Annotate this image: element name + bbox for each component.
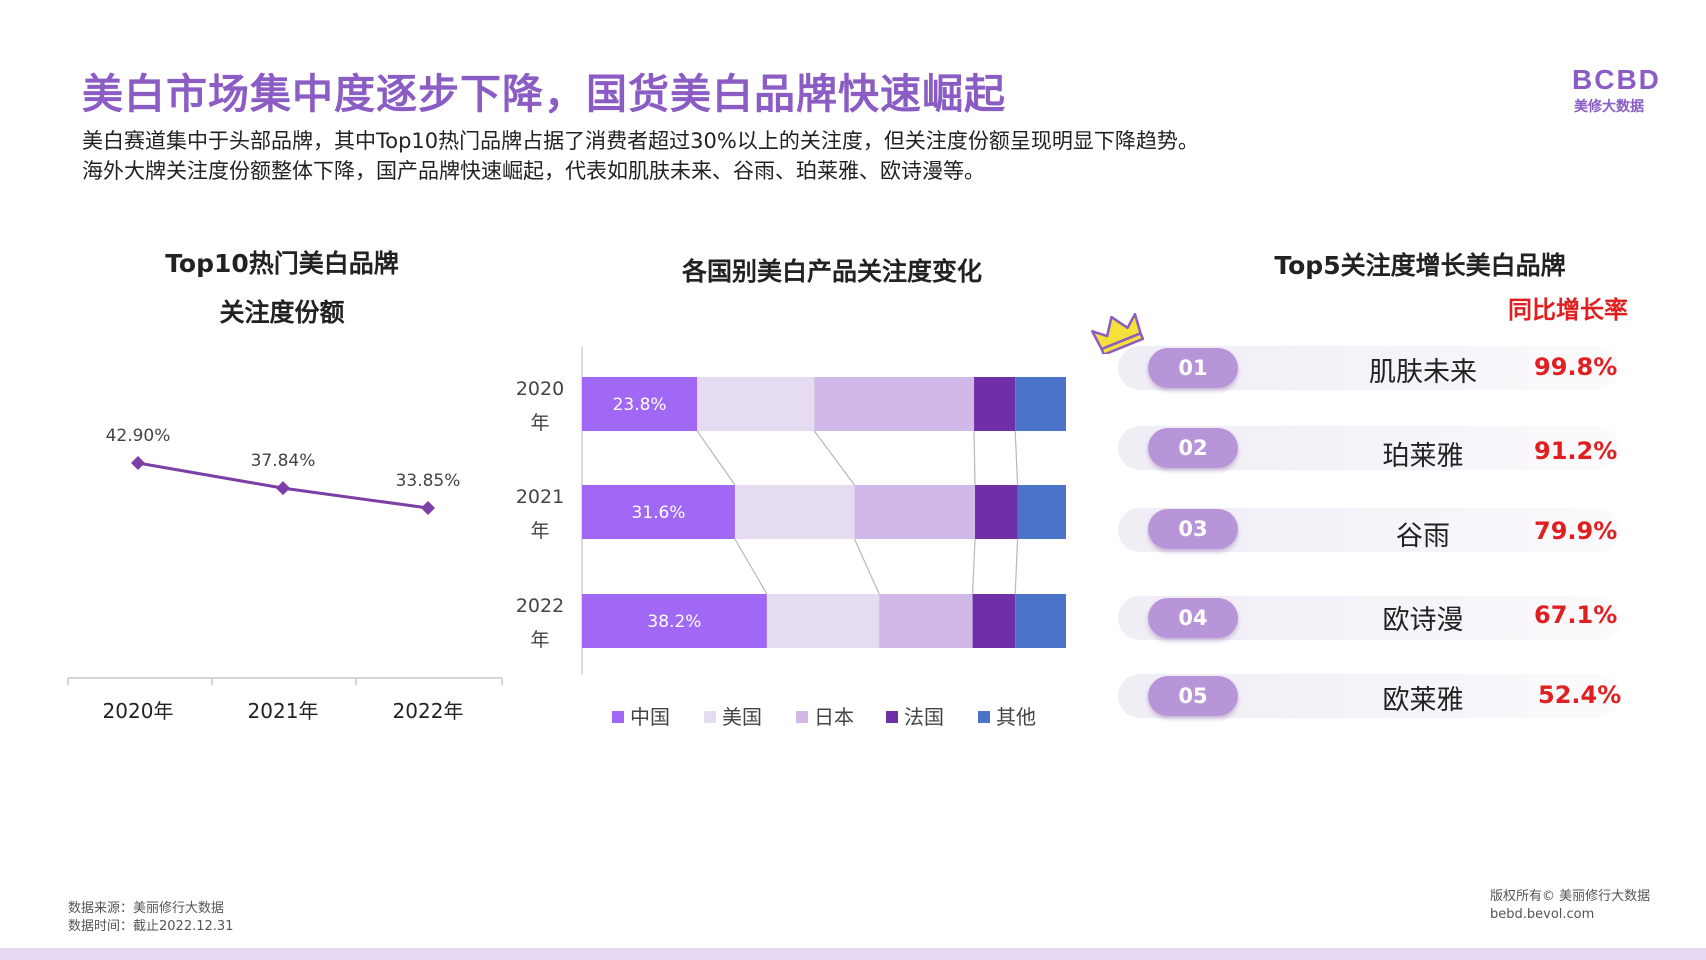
crown-icon xyxy=(1091,312,1144,354)
bar-segment-日本-0 xyxy=(814,377,975,431)
bar-segment-其他-0 xyxy=(1015,377,1066,431)
rank-badge-2: 02 xyxy=(1148,428,1238,468)
bar-data-label-1: 31.6% xyxy=(631,503,685,523)
line-category-label-2: 2022年 xyxy=(393,699,464,723)
bar-connector-1-3 xyxy=(971,538,976,595)
rank-rate-2: 91.2% xyxy=(1534,437,1618,465)
bar-category-label-2-1: 年 xyxy=(530,629,549,651)
legend-swatch-3 xyxy=(886,711,898,723)
rank-brand-1: 肌肤未来 xyxy=(1369,357,1477,388)
line-data-label-1: 37.84% xyxy=(251,451,316,471)
bar-connector-1-4 xyxy=(1014,538,1019,595)
growth-rate-label: 同比增长率 xyxy=(1508,296,1628,324)
data-source-line: 数据来源：美丽修行大数据 xyxy=(68,901,225,916)
legend-swatch-0 xyxy=(612,711,624,723)
data-source-note: 数据来源：美丽修行大数据 数据时间：截止2022.12.31 xyxy=(68,900,233,936)
right-panel-title: Top5关注度增长美白品牌 xyxy=(1274,251,1566,280)
rank-rate-1: 99.8% xyxy=(1534,353,1618,381)
brand-logo: BCBD xyxy=(1572,64,1661,95)
legend-swatch-2 xyxy=(796,711,808,723)
legend-swatch-4 xyxy=(978,711,990,723)
bar-connector-0-4 xyxy=(1014,430,1019,486)
bar-connector-1-2 xyxy=(853,538,880,595)
bar-data-label-0: 23.8% xyxy=(613,395,667,415)
rank-brand-4: 欧诗漫 xyxy=(1382,605,1464,636)
rank-badge-1: 01 xyxy=(1148,348,1238,388)
bar-category-label-2-0: 2022 xyxy=(516,595,564,617)
line-point-2 xyxy=(421,501,435,515)
rank-brand-2: 珀莱雅 xyxy=(1382,441,1464,472)
bar-segment-美国-1 xyxy=(734,485,855,539)
brand-logo-text: 美修大数据 xyxy=(1574,99,1644,115)
bar-category-label-0-0: 2020 xyxy=(516,378,564,400)
stacked-bar-chart: 23.8% 2020 年 31.6% 2021 年 38.2% 2022 年中国 美国 日本 法国 其他 xyxy=(516,347,1066,729)
page-title: 美白市场集中度逐步下降，国货美白品牌快速崛起 xyxy=(82,70,1006,118)
bar-segment-法国-1 xyxy=(975,485,1018,539)
legend-label-4: 其他 xyxy=(996,705,1036,729)
bar-segment-其他-1 xyxy=(1017,485,1066,539)
line-point-0 xyxy=(131,456,145,470)
bar-segment-中国-1 xyxy=(582,485,735,539)
left-chart-title-line-2: 关注度份额 xyxy=(219,298,345,327)
description-line-1: 美白赛道集中于头部品牌，其中Top10热门品牌占据了消费者超过30%以上的关注度… xyxy=(82,129,1199,153)
legend-swatch-1 xyxy=(704,711,716,723)
line-chart: 42.90% 2020年 37.84% 2021年 33.85% 2022年 xyxy=(67,426,503,723)
legend-label-0: 中国 xyxy=(630,705,670,729)
bar-segment-中国-0 xyxy=(582,377,698,431)
rank-badge-5: 05 xyxy=(1148,676,1238,716)
copyright-note: 版权所有© 美丽修行大数据 bebd.bevol.com xyxy=(1490,888,1650,924)
rank-rate-4: 67.1% xyxy=(1534,601,1618,629)
legend-label-2: 日本 xyxy=(814,705,854,729)
line-data-label-0: 42.90% xyxy=(106,426,171,446)
bar-segment-法国-0 xyxy=(974,377,1016,431)
line-data-label-2: 33.85% xyxy=(396,471,461,491)
bar-segment-日本-2 xyxy=(879,594,973,648)
bar-segment-美国-2 xyxy=(766,594,880,648)
rank-badge-4: 04 xyxy=(1148,598,1238,638)
bar-category-label-1-1: 年 xyxy=(530,520,549,542)
rank-badge-3: 03 xyxy=(1148,509,1238,549)
website-line: bebd.bevol.com xyxy=(1490,907,1595,922)
bar-data-label-2: 38.2% xyxy=(647,612,701,632)
legend-label-1: 美国 xyxy=(722,705,762,729)
page-description: 美白赛道集中于头部品牌，其中Top10热门品牌占据了消费者超过30%以上的关注度… xyxy=(82,126,1199,186)
data-time-line: 数据时间：截止2022.12.31 xyxy=(68,919,234,934)
rank-rate-5: 52.4% xyxy=(1538,681,1622,709)
bar-segment-其他-2 xyxy=(1015,594,1066,648)
middle-chart-title: 各国别美白产品关注度变化 xyxy=(681,257,982,286)
bar-category-label-0-1: 年 xyxy=(530,412,549,434)
bottom-accent-bar xyxy=(0,948,1706,960)
bar-segment-中国-2 xyxy=(582,594,767,648)
copyright-line: 版权所有© 美丽修行大数据 xyxy=(1490,889,1651,904)
bar-connector-0-2 xyxy=(813,430,855,486)
rank-brand-3: 谷雨 xyxy=(1396,521,1450,552)
bar-segment-日本-1 xyxy=(854,485,976,539)
description-line-2: 海外大牌关注度份额整体下降，国产品牌快速崛起，代表如肌肤未来、谷雨、珀莱雅、欧诗… xyxy=(82,159,985,183)
bar-connector-1-1 xyxy=(734,538,768,595)
rank-rate-3: 79.9% xyxy=(1534,517,1618,545)
line-category-label-0: 2020年 xyxy=(103,699,174,723)
bar-connector-0-1 xyxy=(696,430,736,486)
bar-connector-0-3 xyxy=(973,430,976,486)
bar-segment-美国-0 xyxy=(697,377,815,431)
line-point-1 xyxy=(276,481,290,496)
rank-brand-5: 欧莱雅 xyxy=(1382,685,1464,716)
left-chart-title-line-1: Top10热门美白品牌 xyxy=(165,249,399,278)
legend-label-3: 法国 xyxy=(904,705,944,729)
bar-segment-法国-2 xyxy=(972,594,1016,648)
bar-category-label-1-0: 2021 xyxy=(516,486,564,508)
line-category-label-1: 2021年 xyxy=(248,699,319,723)
